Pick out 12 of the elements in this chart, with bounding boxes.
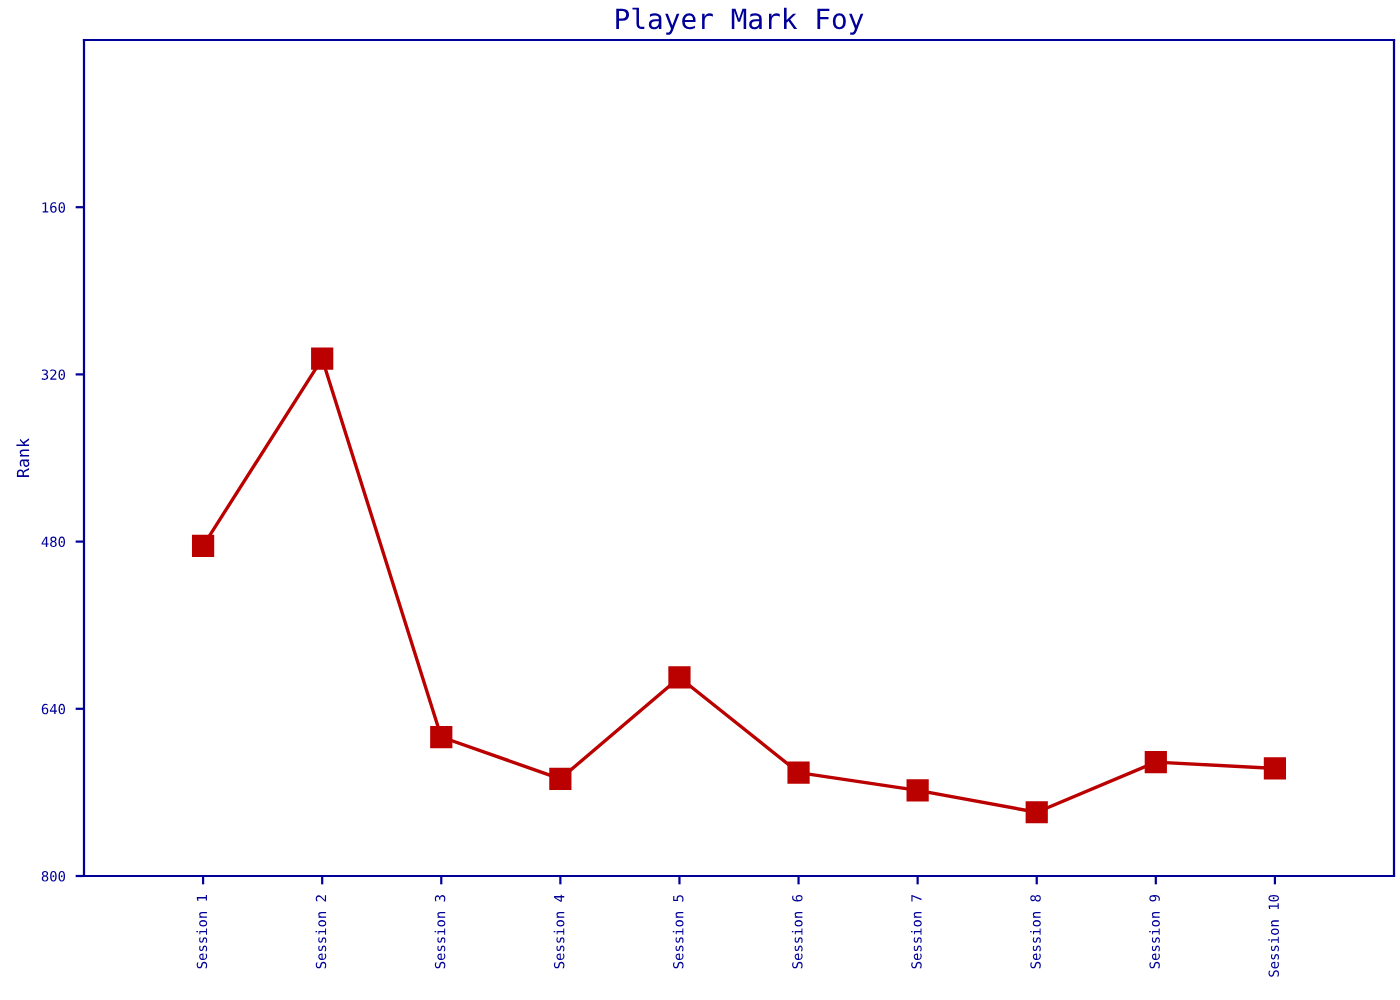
chart-title: Player Mark Foy: [616, 7, 864, 35]
point: [549, 767, 572, 790]
point: [430, 725, 453, 749]
point: [668, 666, 691, 689]
point: [311, 347, 334, 370]
point: [191, 534, 215, 557]
point: [1263, 757, 1287, 780]
point: [906, 779, 929, 802]
y-axis-title: Rank: [16, 438, 30, 477]
point: [1025, 801, 1048, 824]
point: [787, 761, 810, 784]
point: [1144, 750, 1167, 774]
